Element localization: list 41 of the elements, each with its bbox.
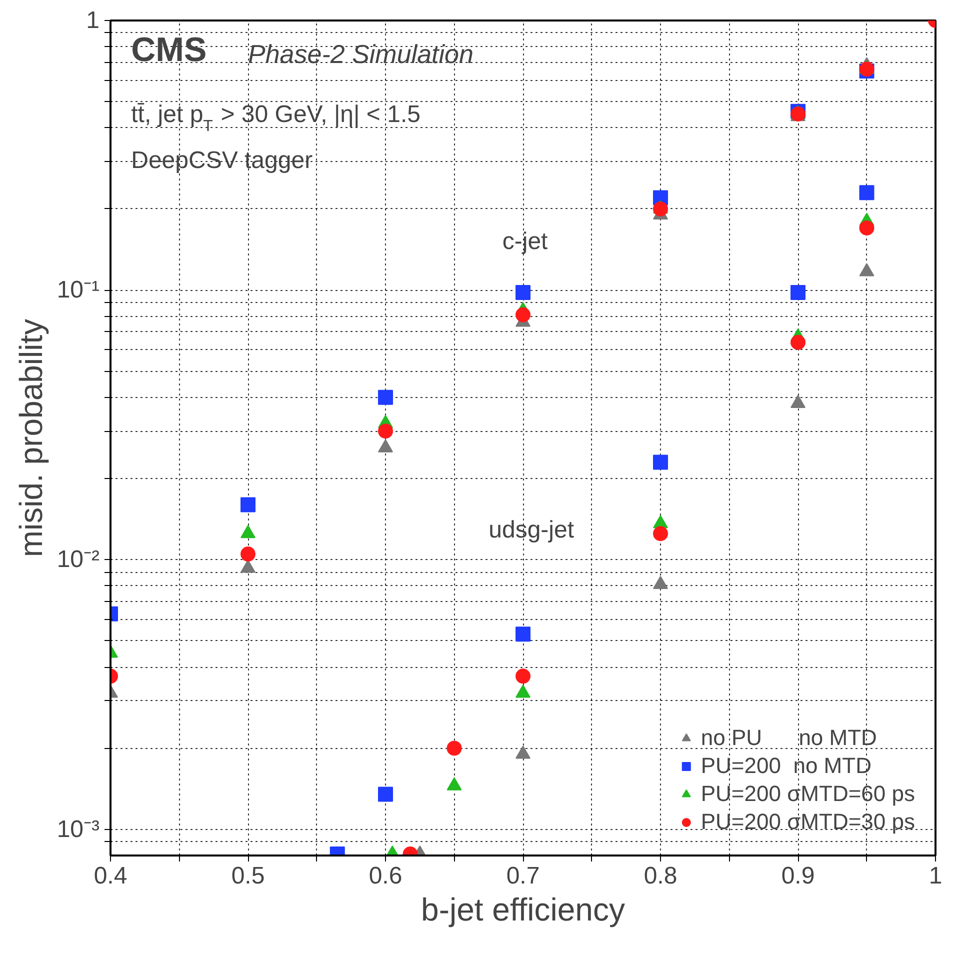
point: [378, 424, 393, 439]
annotation: CMS: [131, 31, 207, 70]
point: [378, 390, 393, 405]
point: [790, 394, 806, 408]
annotation: DeepCSV tagger: [131, 146, 313, 174]
y-tick-label: 10⁻²: [56, 546, 100, 574]
annotation: Phase-2 Simulation: [248, 39, 474, 70]
y-tick-label: 1: [86, 7, 100, 34]
point: [240, 560, 256, 573]
x-tick-label: 1: [928, 862, 942, 890]
x-axis-title: b-jet efficiency: [421, 892, 625, 928]
x-tick-label: 0.4: [94, 862, 128, 890]
x-tick-label: 0.9: [781, 862, 815, 890]
y-tick-label: 10⁻¹: [56, 276, 100, 304]
point: [653, 454, 668, 470]
y-axis-title: misid. probability: [12, 318, 49, 558]
point: [516, 307, 530, 322]
point: [516, 284, 530, 300]
annotation: udsg-jet: [488, 516, 574, 544]
point: [653, 201, 668, 216]
point: [516, 684, 530, 698]
point: [378, 439, 393, 452]
annotation: c-jet: [502, 228, 548, 255]
point: [240, 525, 256, 538]
x-tick-label: 0.5: [231, 862, 265, 890]
x-tick-label: 0.8: [644, 862, 678, 890]
point: [790, 284, 806, 300]
point: [516, 746, 530, 759]
point: [859, 185, 874, 200]
point: [653, 576, 668, 589]
legend-label: PU=200 σMTD=30 ps: [700, 809, 915, 835]
legend-label: no PU no MTD: [700, 725, 877, 751]
point: [790, 334, 806, 350]
x-tick-label: 0.7: [506, 862, 540, 890]
y-tick-label: 10⁻³: [56, 816, 100, 843]
legend-label: PU=200 no MTD: [700, 753, 872, 779]
x-tick-label: 0.6: [368, 862, 402, 890]
point: [859, 263, 874, 276]
point: [859, 220, 874, 236]
legend-label: PU=200 σMTD=60 ps: [700, 781, 915, 807]
point: [446, 777, 462, 790]
